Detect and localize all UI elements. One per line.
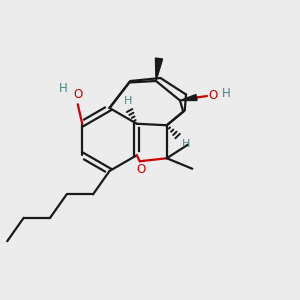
Text: H: H	[124, 96, 133, 106]
Text: O: O	[208, 89, 217, 102]
Text: H: H	[182, 139, 190, 149]
Text: O: O	[136, 163, 145, 176]
Polygon shape	[180, 94, 197, 100]
Text: H: H	[59, 82, 68, 95]
Polygon shape	[155, 58, 163, 81]
Text: O: O	[74, 88, 83, 101]
Text: H: H	[221, 86, 230, 100]
